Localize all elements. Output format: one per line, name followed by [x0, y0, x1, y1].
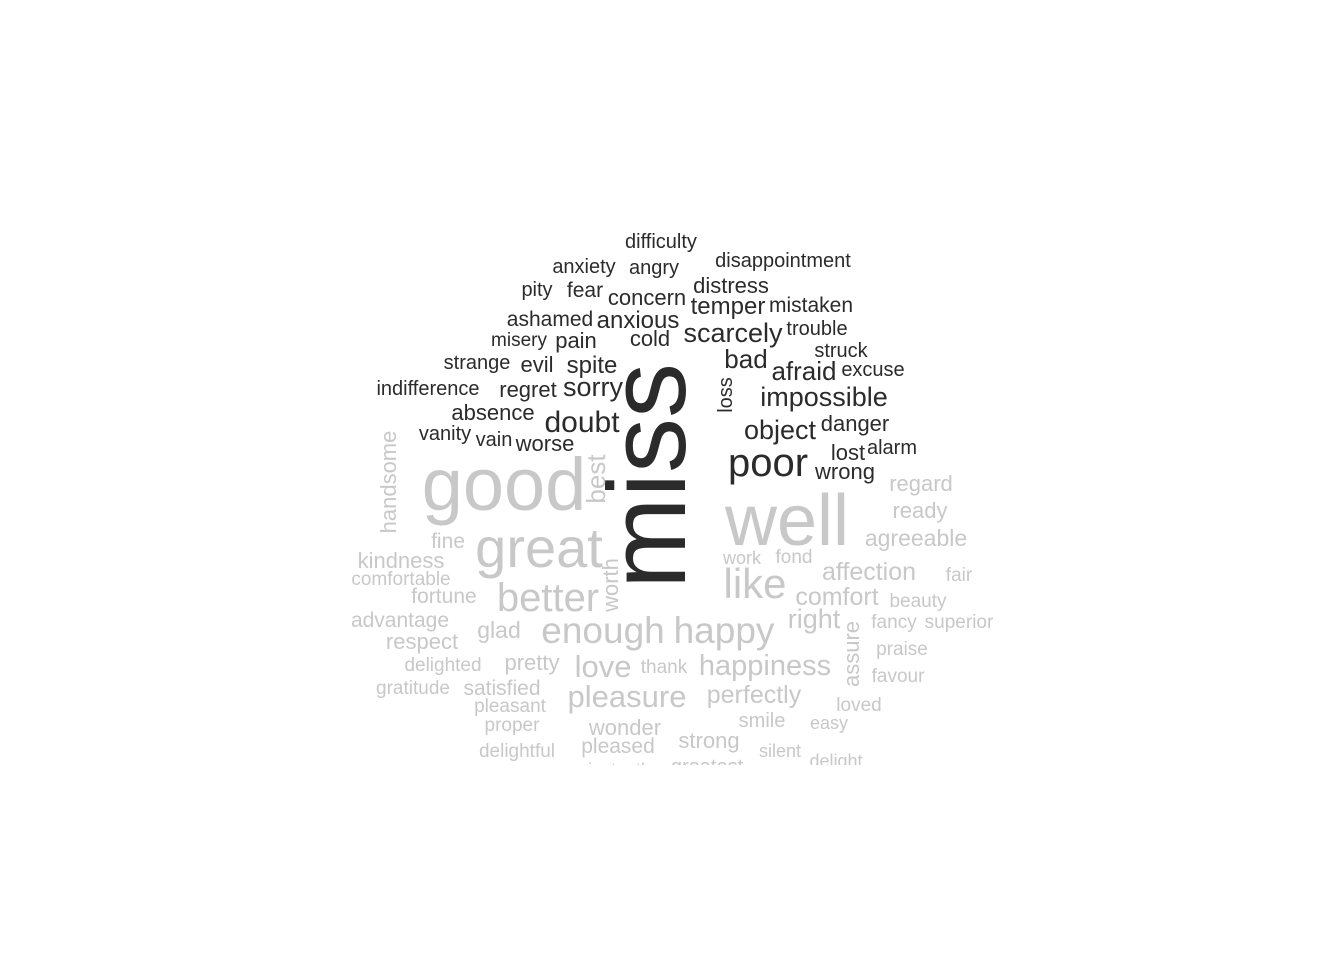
word-bad: bad [724, 344, 767, 374]
word-affection: affection [822, 558, 916, 586]
word-silent: silent [759, 741, 801, 761]
word-comfort: comfort [795, 583, 878, 611]
word-fancy: fancy [871, 612, 917, 633]
word-pleased: pleased [581, 735, 655, 758]
word-doubt: doubt [544, 406, 620, 439]
word-absence: absence [451, 400, 534, 425]
word-loved: loved [836, 695, 881, 716]
word-poor: poor [728, 441, 808, 485]
word-favour: favour [872, 666, 925, 687]
word-thank: thank [641, 657, 688, 678]
word-delighted: delighted [404, 655, 481, 676]
word-ready: ready [892, 498, 947, 523]
word-fine: fine [431, 530, 465, 553]
word-strong: strong [678, 728, 739, 753]
word-fear: fear [567, 279, 603, 302]
word-pleasure: pleasure [568, 679, 687, 714]
word-smile: smile [739, 710, 786, 732]
word-good: good [422, 443, 587, 526]
word-wrong: wrong [814, 459, 875, 484]
word-delightful: delightful [479, 741, 555, 762]
word-struck: struck [814, 340, 868, 362]
word-instantly: instantly [588, 760, 654, 780]
word-miss: miss [586, 363, 709, 589]
word-difficulty: difficulty [625, 231, 697, 253]
word-wonder: wonder [588, 715, 661, 740]
word-mistaken: mistaken [769, 294, 853, 317]
word-afraid: afraid [771, 356, 836, 386]
word-fond: fond [776, 547, 813, 568]
word-glad: glad [477, 617, 520, 643]
word-indifference: indifference [376, 378, 479, 400]
word-evil: evil [520, 352, 553, 377]
word-greatest: greatest [671, 756, 744, 778]
word-like: like [723, 560, 786, 607]
word-pain: pain [555, 328, 597, 353]
word-fair: fair [946, 565, 973, 586]
word-assure: assure [839, 621, 864, 687]
word-delight: delight [809, 751, 862, 771]
word-distress: distress [693, 273, 769, 298]
word-pity: pity [521, 279, 552, 301]
word-alarm: alarm [867, 437, 917, 459]
word-respect: respect [386, 629, 458, 654]
word-worth: worth [598, 558, 623, 613]
word-scarcely: scarcely [683, 318, 783, 348]
word-sorry: sorry [563, 372, 623, 402]
word-object: object [744, 415, 817, 445]
word-regret: regret [499, 377, 556, 402]
word-regard: regard [889, 471, 953, 496]
word-pretty: pretty [504, 650, 559, 675]
word-perfectly: perfectly [707, 681, 802, 709]
word-anxiety: anxiety [552, 256, 615, 278]
word-vain: vain [476, 429, 513, 451]
word-enough: enough [541, 610, 664, 651]
word-well: well [724, 481, 849, 561]
word-praise: praise [876, 639, 928, 660]
word-handsome: handsome [376, 431, 401, 534]
word-fortune: fortune [411, 585, 476, 608]
word-strange: strange [444, 352, 511, 374]
word-beauty: beauty [889, 591, 947, 612]
word-easy: easy [810, 713, 848, 733]
word-spite: spite [567, 352, 618, 379]
word-kindness: kindness [358, 548, 445, 573]
word-agreeable: agreeable [865, 525, 967, 551]
word-proper: proper [485, 715, 541, 736]
word-superior: superior [925, 612, 994, 633]
word-great: great [475, 516, 603, 579]
word-misery: misery [491, 330, 547, 351]
word-disappointment: disappointment [715, 250, 851, 272]
word-gratitude: gratitude [376, 678, 450, 699]
word-excuse: excuse [841, 359, 904, 381]
word-loss: loss [715, 377, 737, 413]
word-happy: happy [674, 610, 775, 651]
word-temper: temper [691, 293, 766, 320]
word-best: best [581, 454, 611, 504]
word-concern: concern [608, 285, 686, 310]
word-ashamed: ashamed [507, 308, 593, 331]
word-comfortable: comfortable [351, 569, 450, 590]
word-cold: cold [630, 326, 670, 351]
word-happiness: happiness [699, 650, 831, 682]
word-worse: worse [515, 431, 575, 456]
word-danger: danger [821, 411, 890, 436]
word-anxious: anxious [597, 307, 680, 334]
word-layer: difficulty disappointment anxiety angry pity… [351, 231, 994, 780]
word-lost: lost [831, 440, 865, 465]
word-angry: angry [629, 257, 679, 279]
word-satisfied: satisfied [463, 677, 540, 700]
word-love: love [575, 649, 632, 684]
word-better: better [497, 576, 599, 620]
word-work: work [722, 548, 762, 568]
word-right: right [788, 604, 841, 634]
word-advantage: advantage [351, 609, 449, 632]
word-pleasant: pleasant [474, 696, 547, 717]
word-trouble: trouble [786, 318, 847, 340]
word-impossible: impossible [760, 382, 888, 412]
word-vanity: vanity [419, 423, 471, 445]
